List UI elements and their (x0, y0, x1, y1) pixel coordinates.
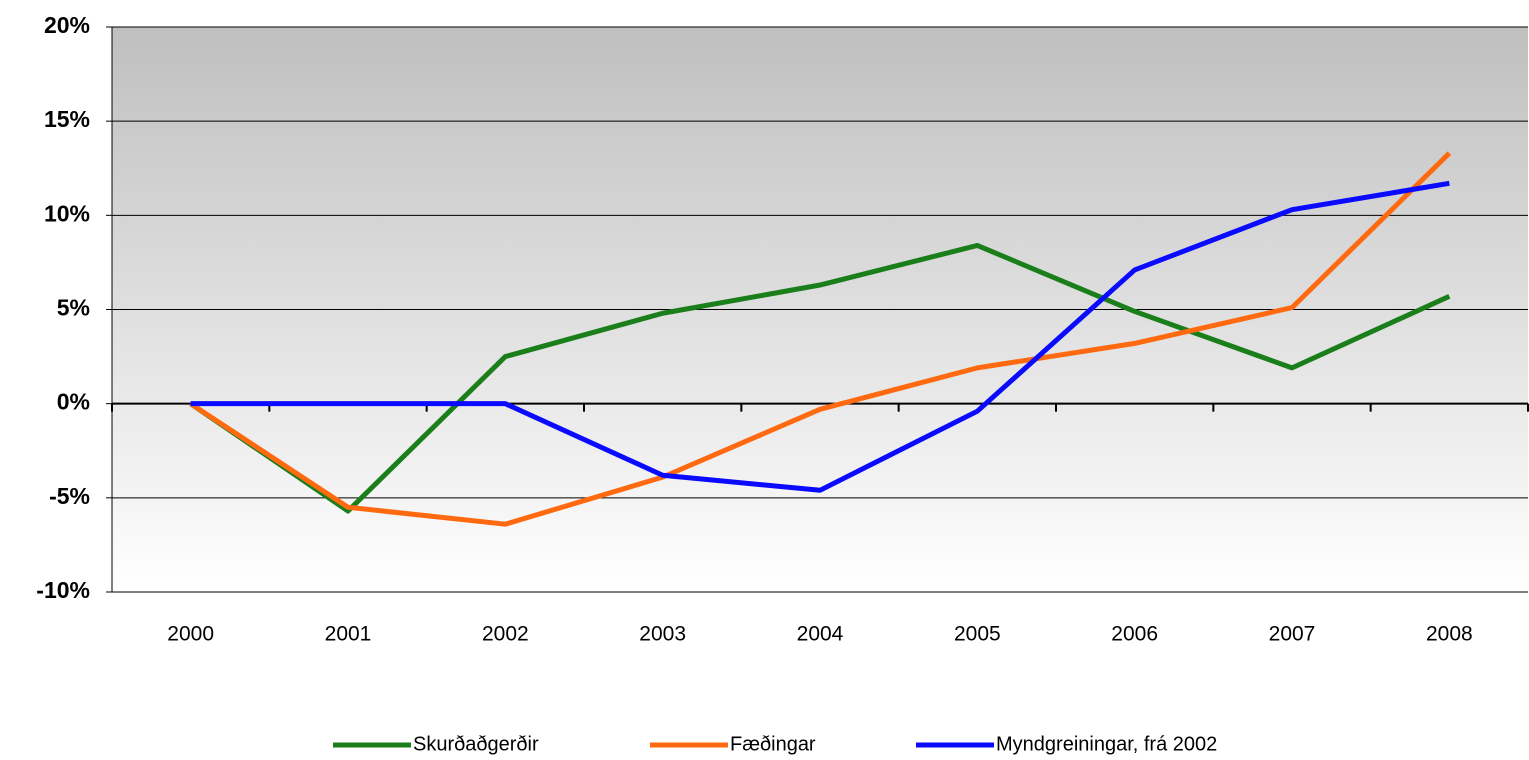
x-tick-label: 2006 (1111, 623, 1158, 646)
y-tick-label: -5% (49, 483, 90, 509)
y-tick-label: 5% (57, 295, 90, 321)
series-line (189, 151, 1452, 527)
legend-label: Skurðaðgerðir (413, 733, 539, 755)
x-tick-label: 2007 (1269, 623, 1316, 646)
legend-label: Myndgreiningar, frá 2002 (996, 733, 1217, 755)
x-tick-label: 2005 (954, 623, 1001, 646)
x-tick-label: 2004 (797, 623, 844, 646)
x-tick-label: 2002 (482, 623, 529, 646)
x-tick-label: 2003 (639, 623, 686, 646)
series-line (189, 242, 1451, 514)
y-tick-label: 0% (57, 389, 90, 415)
y-tick-label: 20% (44, 12, 90, 38)
legend-label: Fæðingar (730, 733, 816, 755)
x-tick-label: 2000 (167, 623, 214, 646)
y-tick-label: -10% (36, 577, 90, 603)
x-tick-label: 2001 (325, 623, 372, 646)
series-line (190, 180, 1450, 493)
y-tick-label: 10% (44, 200, 90, 226)
y-tick-label: 15% (44, 106, 90, 132)
x-tick-label: 2008 (1426, 623, 1473, 646)
